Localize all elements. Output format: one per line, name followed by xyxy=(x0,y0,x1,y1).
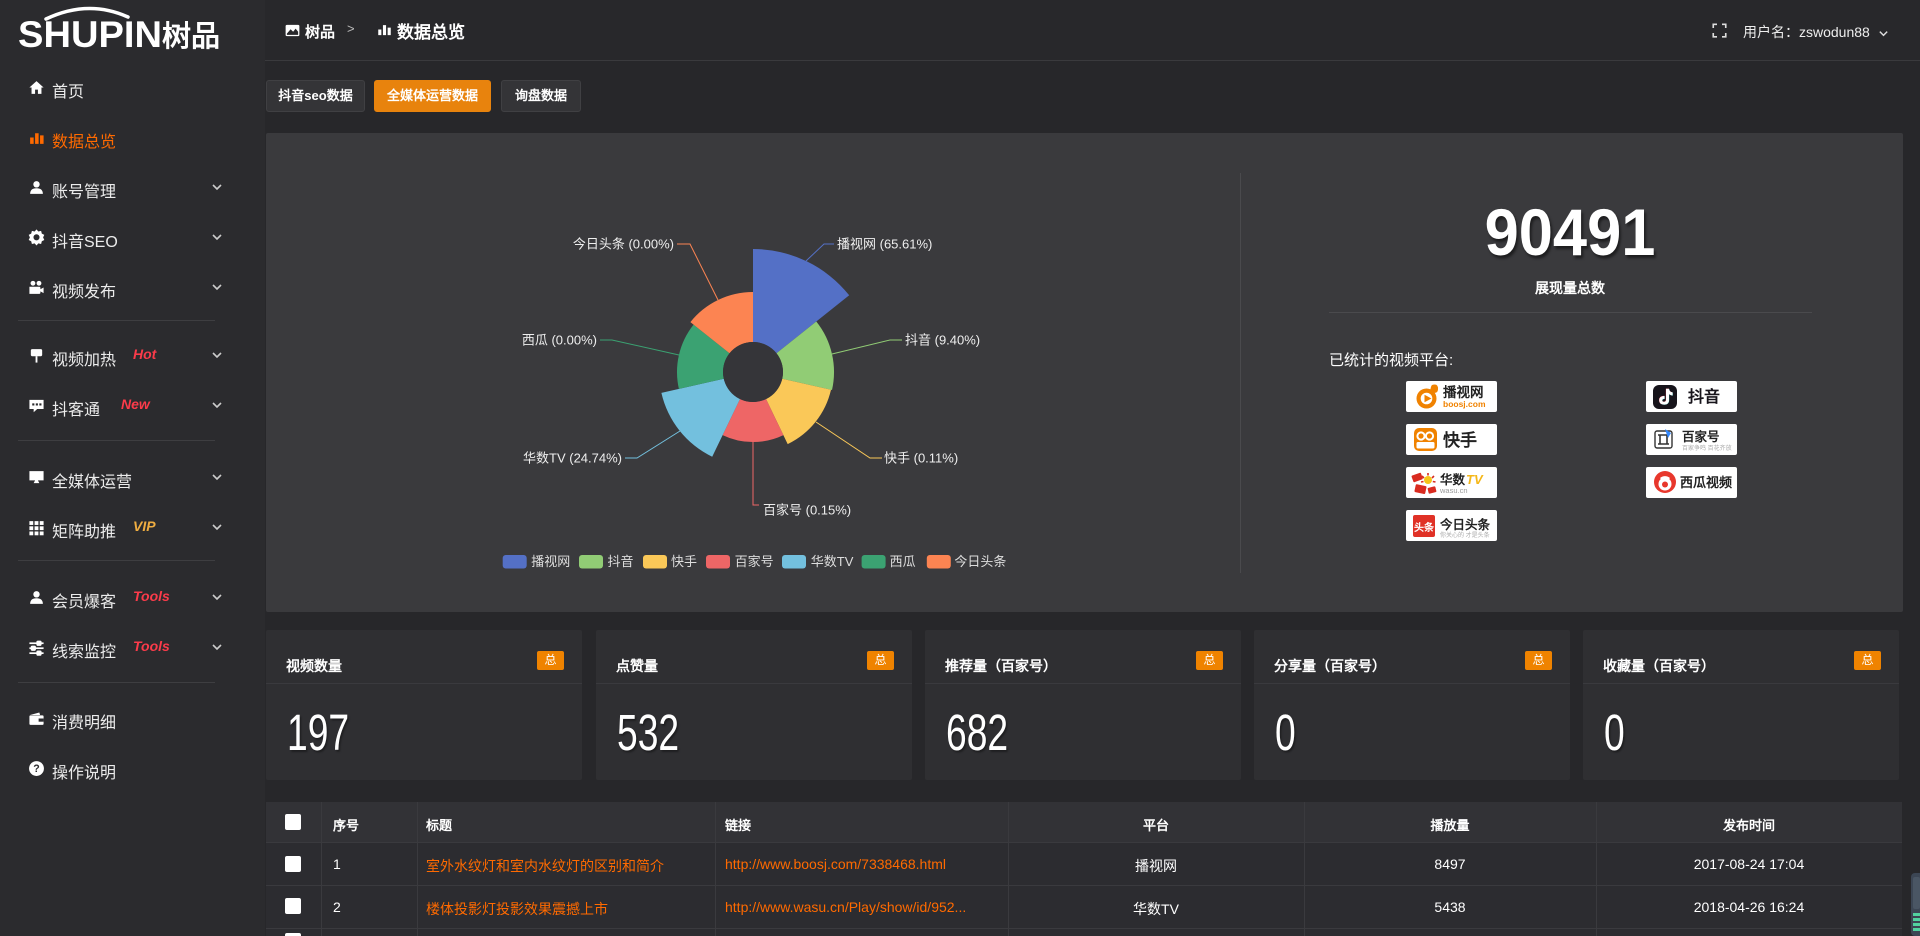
svg-text:快手: 快手 xyxy=(671,554,697,569)
svg-text:今日头条 (0.00%): 今日头条 (0.00%) xyxy=(573,237,674,252)
svg-text:头条: 头条 xyxy=(1414,521,1435,534)
svg-text:快手: 快手 xyxy=(1443,430,1477,450)
svg-text:播视网: 播视网 xyxy=(531,554,570,569)
svg-text:今日头条: 今日头条 xyxy=(1439,517,1491,532)
svg-text:boosj.com: boosj.com xyxy=(1443,399,1486,409)
svg-text:百家号: 百家号 xyxy=(735,554,774,569)
svg-text:SHUPIN: SHUPIN xyxy=(18,14,162,55)
svg-text:西瓜视频: 西瓜视频 xyxy=(1680,475,1732,490)
svg-text:快手 (0.11%): 快手 (0.11%) xyxy=(884,451,958,466)
svg-text:西瓜 (0.00%): 西瓜 (0.00%) xyxy=(522,333,597,348)
svg-text:树品: 树品 xyxy=(162,20,220,53)
svg-text:百家号 (0.15%): 百家号 (0.15%) xyxy=(763,503,851,518)
svg-text:抖音: 抖音 xyxy=(1688,387,1720,406)
svg-text:TV: TV xyxy=(1466,472,1484,487)
svg-text:?: ? xyxy=(33,763,39,775)
svg-text:华数: 华数 xyxy=(1440,472,1466,487)
svg-text:播视网: 播视网 xyxy=(1443,384,1484,400)
svg-text:今日头条: 今日头条 xyxy=(954,554,1006,569)
svg-text:抖音: 抖音 xyxy=(608,554,634,569)
svg-text:播视网 (65.61%): 播视网 (65.61%) xyxy=(837,237,932,252)
svg-text:西瓜: 西瓜 xyxy=(890,554,916,569)
svg-text:wasu.cn: wasu.cn xyxy=(1439,486,1468,495)
svg-text:百家争鸣 百花齐放: 百家争鸣 百花齐放 xyxy=(1682,444,1732,452)
svg-text:华数TV: 华数TV xyxy=(811,554,854,569)
svg-text:你关心的 才是头条: 你关心的 才是头条 xyxy=(1440,531,1490,539)
svg-text:抖音 (9.40%): 抖音 (9.40%) xyxy=(905,333,980,348)
svg-text:百家号: 百家号 xyxy=(1682,429,1720,444)
svg-text:华数TV (24.74%): 华数TV (24.74%) xyxy=(523,451,622,466)
